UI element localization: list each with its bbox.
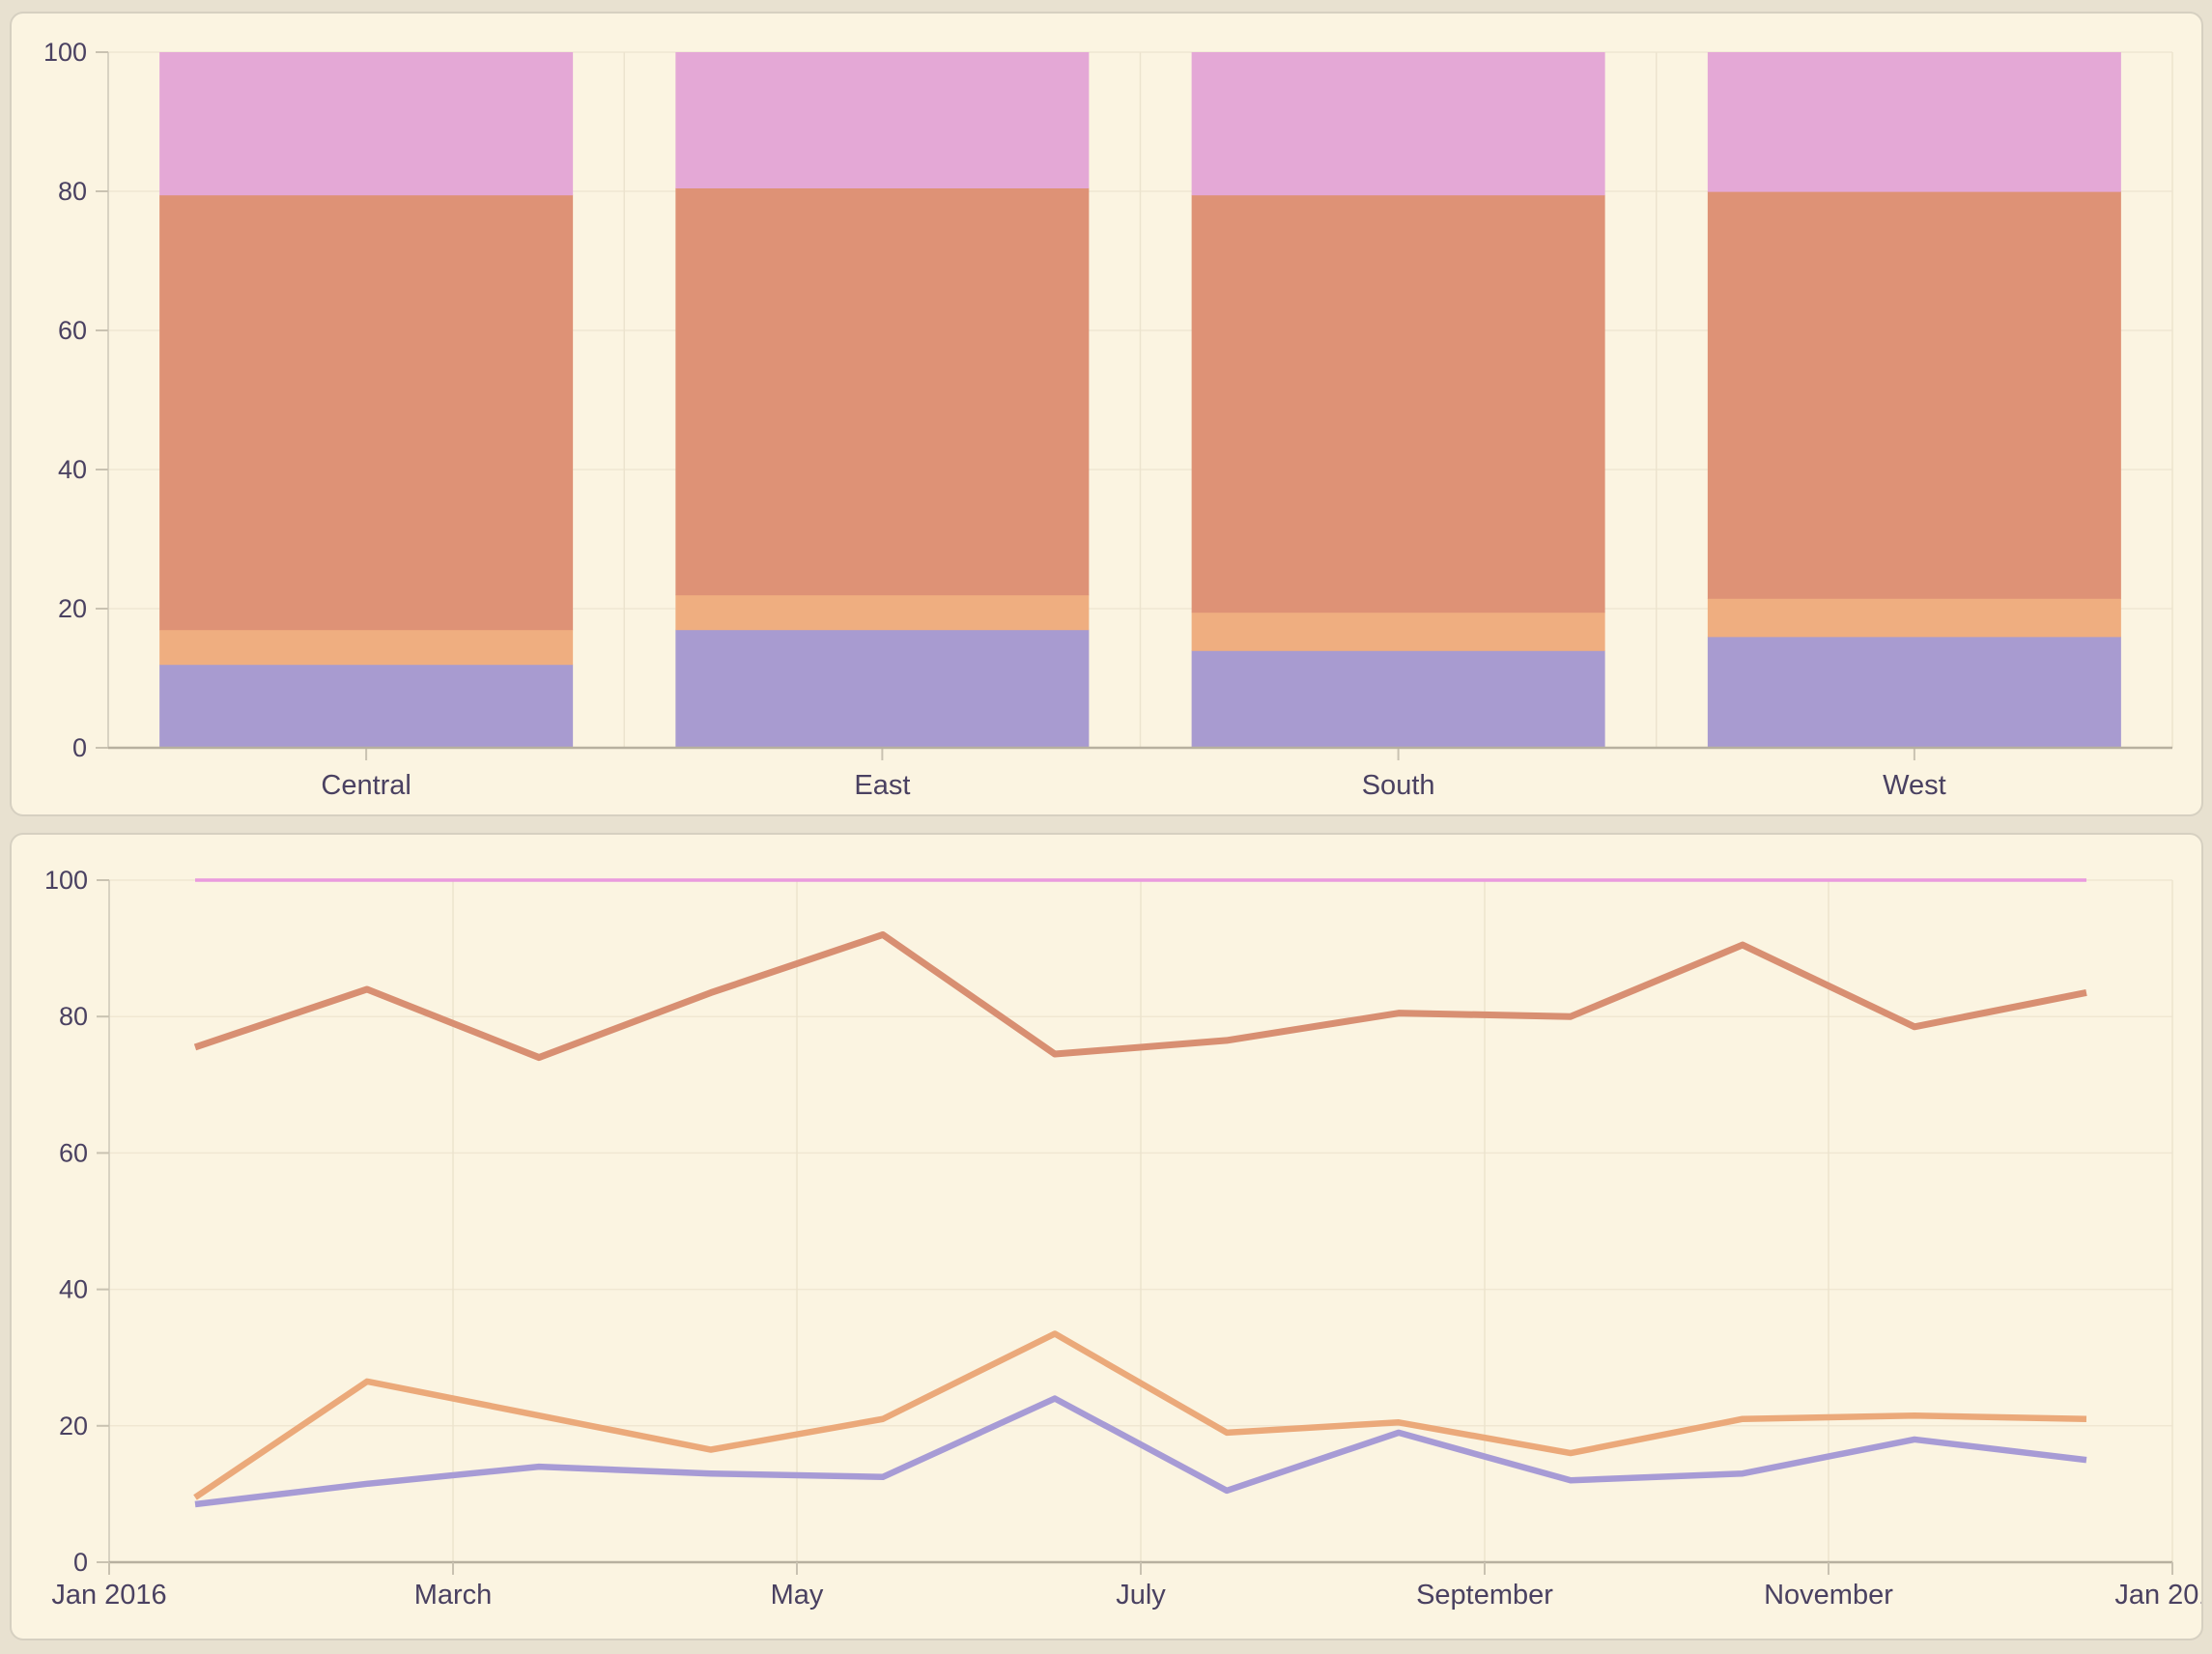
bar-segment-east-salmon (675, 187, 1090, 596)
bar-segment-central-purple (159, 664, 574, 749)
bar-segment-east-orange (675, 594, 1090, 631)
x-axis-label: Jan 2017 (2114, 1580, 2201, 1611)
line-series-orange (193, 1330, 2087, 1500)
line-chart-panel: Jan 2016 March May July September November Jan… (10, 833, 2203, 1640)
y-tick-label: 40 (59, 1275, 88, 1304)
bar-segment-central-pink (159, 52, 574, 196)
stacked-bar-chart: Central East South West 0 20 40 60 80 100 (43, 38, 2173, 801)
bar-segment-central-salmon (159, 194, 574, 631)
x-axis-label: Central (321, 770, 411, 801)
bar-segment-south-salmon (1191, 194, 1605, 613)
y-tick-label: 60 (58, 316, 87, 345)
y-tick-label: 80 (59, 1002, 88, 1031)
bar-segment-west-orange (1707, 598, 2121, 638)
line-series-purple (194, 1395, 2087, 1508)
x-axis-label: South (1362, 770, 1435, 801)
x-axis-label: November (1764, 1580, 1893, 1611)
bar-segment-east-pink (675, 52, 1090, 188)
bar-segment-west-pink (1707, 52, 2121, 192)
bar-segment-south-orange (1191, 612, 1605, 651)
stacked-bar-chart-panel: Central East South West 0 20 40 60 80 100 (10, 12, 2203, 816)
y-tick-label: 100 (43, 38, 87, 67)
y-tick-label: 0 (73, 1548, 88, 1577)
bar-segment-south-pink (1191, 52, 1605, 196)
y-tick-label: 40 (58, 455, 87, 484)
bar-segment-south-purple (1191, 650, 1605, 749)
x-axis-label: West (1883, 770, 1946, 801)
x-axis-label: May (771, 1580, 824, 1611)
y-tick-label: 20 (59, 1412, 88, 1440)
x-axis-label: Jan 2016 (51, 1580, 166, 1611)
line-series-salmon (193, 930, 2087, 1062)
bar-segment-east-purple (675, 629, 1090, 749)
y-tick-label: 60 (59, 1138, 88, 1167)
bar-segment-west-purple (1707, 636, 2121, 749)
y-tick-label: 100 (44, 866, 88, 895)
x-axis-label: September (1416, 1580, 1553, 1611)
y-tick-label: 0 (72, 733, 87, 762)
x-axis-label: March (414, 1580, 493, 1611)
x-axis-label: July (1116, 1580, 1166, 1611)
x-axis-label: East (854, 770, 910, 801)
y-tick-label: 80 (58, 177, 87, 206)
y-tick-label: 20 (58, 594, 87, 623)
bar-segment-west-salmon (1707, 191, 2121, 599)
line-chart: Jan 2016 March May July September November Jan… (44, 866, 2201, 1611)
bar-segment-central-orange (159, 629, 574, 666)
